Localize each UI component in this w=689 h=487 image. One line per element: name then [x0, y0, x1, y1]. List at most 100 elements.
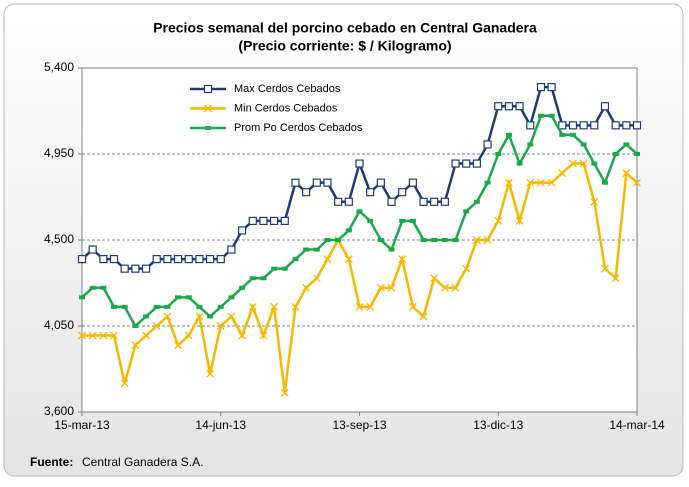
marker [398, 188, 407, 197]
marker [612, 152, 619, 156]
marker [601, 180, 608, 185]
x-tick-label: 14-jun-13 [195, 418, 246, 432]
marker [302, 283, 311, 292]
marker [601, 264, 609, 273]
marker [355, 159, 364, 168]
marker [483, 140, 492, 149]
marker [100, 285, 107, 290]
marker [473, 199, 480, 204]
marker [163, 255, 172, 264]
marker [441, 238, 448, 242]
marker [355, 302, 364, 311]
marker [120, 379, 129, 388]
marker [227, 312, 236, 321]
marker [291, 178, 300, 187]
marker [367, 218, 374, 223]
marker [526, 178, 535, 187]
marker [591, 161, 598, 166]
marker [207, 314, 214, 319]
marker [494, 216, 503, 225]
marker [419, 312, 428, 321]
marker [131, 264, 140, 273]
marker [259, 216, 268, 225]
marker [184, 331, 193, 340]
marker [430, 197, 439, 206]
source-text: Central Ganadera S.A. [82, 455, 203, 469]
marker [335, 238, 342, 242]
marker [228, 295, 235, 300]
marker [173, 255, 183, 264]
legend-label: Max Cerdos Cebados [234, 83, 341, 95]
marker [580, 142, 587, 147]
x-tick-label: 15-mar-13 [54, 418, 110, 432]
chart-subtitle: (Precio corriente: $ / Kilogramo) [238, 38, 451, 54]
marker [505, 132, 512, 137]
marker [79, 295, 85, 300]
marker [88, 245, 97, 254]
marker [248, 302, 257, 311]
marker [634, 152, 640, 156]
marker [515, 102, 524, 111]
marker [313, 247, 320, 252]
marker [184, 255, 193, 264]
marker [110, 331, 118, 340]
marker [312, 178, 321, 187]
marker [548, 113, 555, 118]
marker [430, 274, 439, 283]
x-tick-label: 13-dic-13 [473, 418, 523, 432]
x-tick-label: 13-sep-13 [332, 418, 386, 432]
marker [334, 197, 343, 206]
marker [270, 216, 279, 225]
marker [623, 142, 630, 147]
marker [239, 285, 246, 290]
marker [440, 283, 449, 292]
marker [153, 304, 160, 309]
marker [227, 245, 236, 254]
marker [132, 324, 139, 328]
marker [143, 314, 150, 319]
marker [431, 238, 438, 242]
y-tick-label: 4,050 [44, 318, 74, 332]
marker [536, 178, 545, 187]
marker [260, 276, 267, 281]
marker [462, 264, 471, 273]
marker [175, 295, 182, 300]
marker [271, 266, 278, 271]
marker [344, 197, 353, 206]
marker [398, 255, 407, 264]
marker [249, 276, 256, 281]
marker [345, 228, 352, 233]
marker [463, 209, 470, 214]
marker [558, 121, 567, 130]
marker [590, 121, 599, 130]
marker [527, 142, 534, 147]
marker [174, 341, 183, 350]
marker [356, 209, 363, 214]
marker [303, 247, 310, 252]
marker [504, 102, 514, 111]
marker [141, 264, 151, 273]
marker [259, 331, 268, 340]
marker [237, 226, 247, 235]
marker [388, 247, 395, 252]
marker [376, 283, 385, 292]
y-tick-label: 5,400 [44, 60, 74, 74]
marker [344, 255, 353, 264]
marker [292, 257, 299, 262]
marker [632, 121, 642, 130]
marker [452, 238, 459, 242]
marker [451, 159, 460, 168]
marker [142, 331, 150, 340]
marker [579, 121, 588, 130]
marker [366, 302, 375, 311]
marker [312, 274, 321, 283]
marker [131, 341, 140, 350]
marker [569, 132, 576, 137]
source-label: Fuente: [30, 455, 73, 469]
marker [590, 197, 599, 206]
marker [579, 159, 588, 168]
marker [408, 178, 417, 187]
marker [163, 312, 172, 321]
marker [206, 369, 215, 378]
